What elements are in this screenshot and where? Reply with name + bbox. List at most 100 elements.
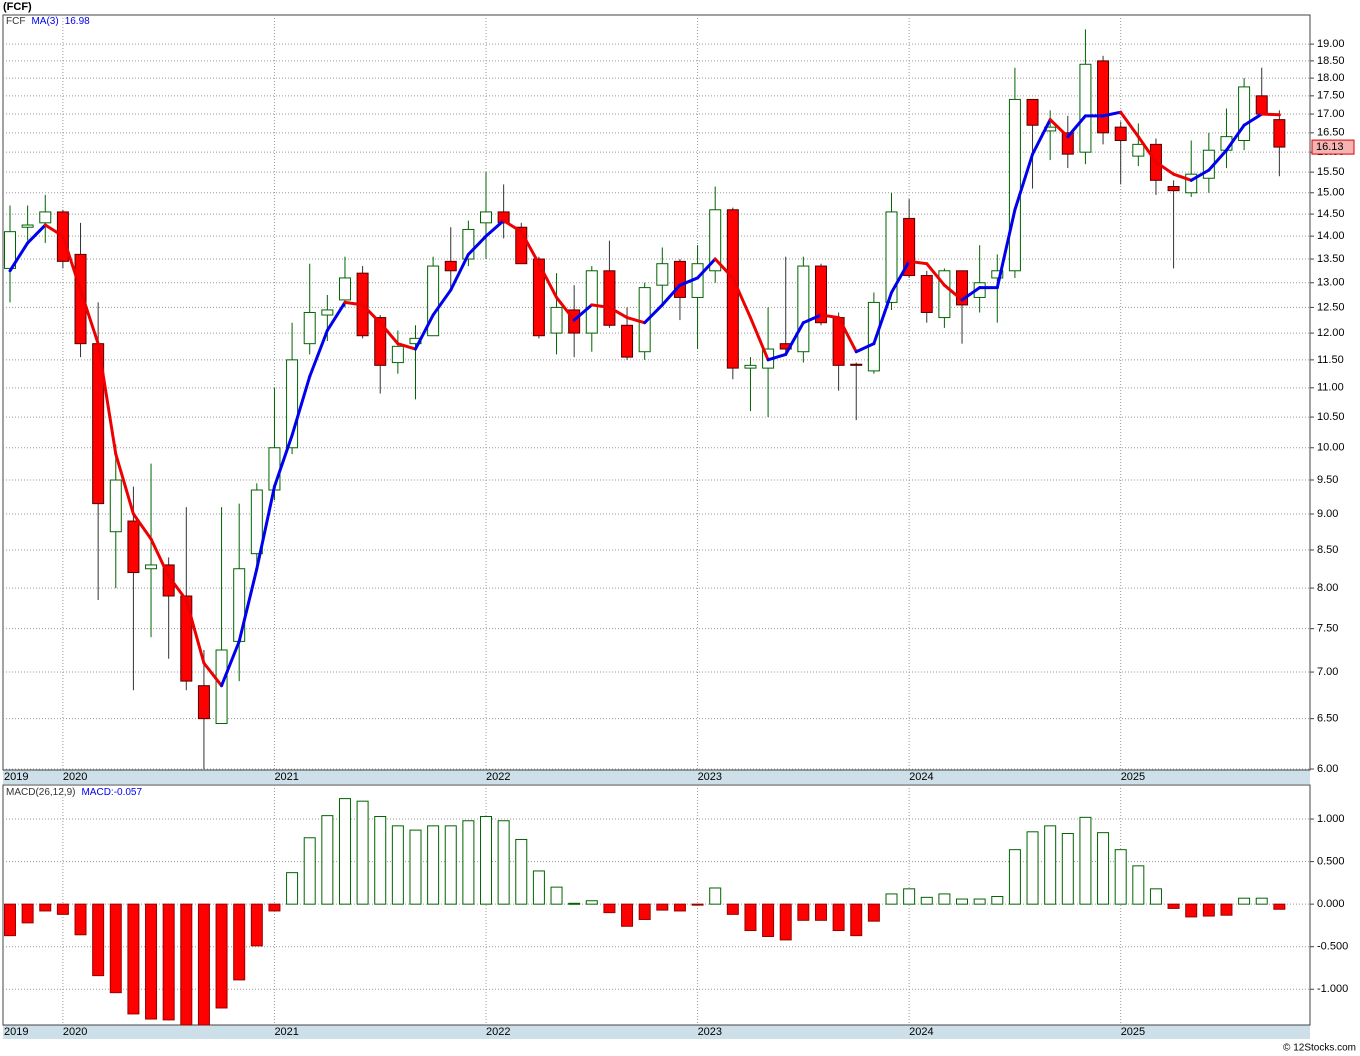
macd-bar xyxy=(1273,903,1286,910)
candle-body xyxy=(321,309,334,316)
ma-line-segment xyxy=(837,316,858,354)
ma-line-segment xyxy=(1172,172,1193,182)
macd-bar xyxy=(568,902,581,905)
date-strip xyxy=(3,1025,1310,1039)
x-tick-label: 2019 xyxy=(4,771,28,783)
candle-body xyxy=(1185,173,1198,194)
macd-bar xyxy=(991,895,1004,905)
macd-bar xyxy=(867,903,880,922)
ma-line-segment xyxy=(484,219,506,238)
macd-bar xyxy=(762,903,775,937)
ma-line-segment xyxy=(290,374,312,437)
ma-line-segment xyxy=(502,219,523,234)
macd-bar xyxy=(1185,903,1198,918)
candle-body xyxy=(39,211,52,224)
ma-line-segment xyxy=(202,661,224,688)
ma-line-segment xyxy=(660,283,682,307)
macd-bar xyxy=(233,903,246,981)
y-tick-label: 17.50 xyxy=(1317,90,1345,102)
candle-body xyxy=(1132,143,1145,157)
y-tick-label: -1.000 xyxy=(1317,983,1348,995)
y-tick-label: 17.00 xyxy=(1317,108,1345,120)
macd-bar xyxy=(638,903,651,920)
ma-line-segment xyxy=(1189,168,1211,182)
candle-body xyxy=(550,306,563,334)
legend-indicator: MACD(26,12,9) xyxy=(6,787,75,798)
y-tick-label: 12.00 xyxy=(1317,327,1345,339)
ma-line-segment xyxy=(184,598,206,665)
candle-body xyxy=(903,217,916,277)
ma-line-segment xyxy=(167,574,188,602)
x-tick-label: 2020 xyxy=(63,771,87,783)
candle-body xyxy=(885,211,898,303)
candle-body xyxy=(197,685,210,720)
ma-line-segment xyxy=(255,485,276,571)
macd-bar xyxy=(832,903,845,932)
macd-bar xyxy=(1044,825,1057,905)
y-tick-label: 12.50 xyxy=(1317,301,1345,313)
macd-bar xyxy=(656,903,669,911)
ma-line-segment xyxy=(519,230,541,266)
candle-body xyxy=(1167,186,1180,192)
macd-bar xyxy=(621,903,634,927)
candle-body xyxy=(1008,98,1021,272)
candle-body xyxy=(867,301,880,372)
ma-line-segment xyxy=(643,303,664,325)
candle-body xyxy=(480,211,493,224)
macd-bar xyxy=(1238,897,1251,905)
ma-line-segment xyxy=(1013,152,1035,212)
candle-body xyxy=(391,345,404,364)
candle-body xyxy=(427,265,440,337)
macd-bar xyxy=(515,838,528,905)
y-tick-label: 18.00 xyxy=(1317,72,1345,84)
candle-body xyxy=(497,211,510,224)
y-tick-label: 15.50 xyxy=(1317,166,1345,178)
candle-body xyxy=(585,270,598,334)
ma-line-segment xyxy=(784,321,805,356)
ma-line-segment xyxy=(1066,114,1087,139)
ma-line-segment xyxy=(748,316,770,362)
ma-line-segment xyxy=(942,283,964,302)
candle-body xyxy=(709,209,722,272)
ma-line-segment xyxy=(26,223,47,245)
chart-title: (FCF) xyxy=(3,1,32,13)
legend-ticker: FCF xyxy=(6,16,25,27)
ma-line-segment xyxy=(1154,160,1176,176)
ma-line-segment xyxy=(555,295,576,322)
legend-value: MACD:-0.057 xyxy=(81,787,142,798)
y-tick-label: 7.50 xyxy=(1317,623,1338,635)
macd-bar xyxy=(497,820,510,905)
macd-bar xyxy=(180,903,193,1026)
ma-line-segment xyxy=(378,321,400,346)
ma-line-segment xyxy=(713,257,735,280)
macd-bar xyxy=(109,903,122,994)
macd-bar xyxy=(920,896,933,905)
candle-body xyxy=(532,258,545,337)
y-tick-label: 18.50 xyxy=(1317,55,1345,67)
macd-bar xyxy=(462,820,475,905)
macd-bar xyxy=(1026,831,1039,905)
macd-bar xyxy=(356,800,369,905)
footer: © 12Stocks.com xyxy=(1283,1043,1356,1054)
x-tick-label: 2024 xyxy=(909,1026,933,1038)
macd-bar xyxy=(532,870,545,905)
y-tick-label: 16.50 xyxy=(1317,127,1345,139)
candle-body xyxy=(1079,63,1092,153)
x-tick-label: 2023 xyxy=(698,1026,722,1038)
x-tick-label: 2023 xyxy=(698,771,722,783)
macd-bar xyxy=(268,903,281,912)
legend: MACD(26,12,9) MACD:-0.057 xyxy=(6,787,142,798)
macd-bar xyxy=(1097,832,1110,905)
macd-bar xyxy=(956,898,969,905)
x-tick-label: 2019 xyxy=(4,1026,28,1038)
macd-bar xyxy=(427,825,440,905)
ma-line-segment xyxy=(43,223,65,238)
ma-line-segment xyxy=(272,433,294,489)
macd-bar xyxy=(1255,897,1268,905)
macd-bar xyxy=(480,815,493,905)
candle-body xyxy=(286,359,299,449)
macd-bar xyxy=(127,903,140,1015)
macd-bar xyxy=(215,903,228,1009)
x-tick-label: 2025 xyxy=(1121,1026,1145,1038)
